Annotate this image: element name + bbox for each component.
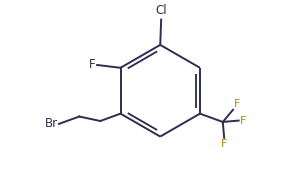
Text: F: F (221, 139, 227, 149)
Text: F: F (234, 99, 240, 109)
Text: Br: Br (44, 117, 58, 130)
Text: F: F (240, 116, 246, 126)
Text: F: F (89, 58, 96, 71)
Text: Cl: Cl (155, 4, 167, 17)
